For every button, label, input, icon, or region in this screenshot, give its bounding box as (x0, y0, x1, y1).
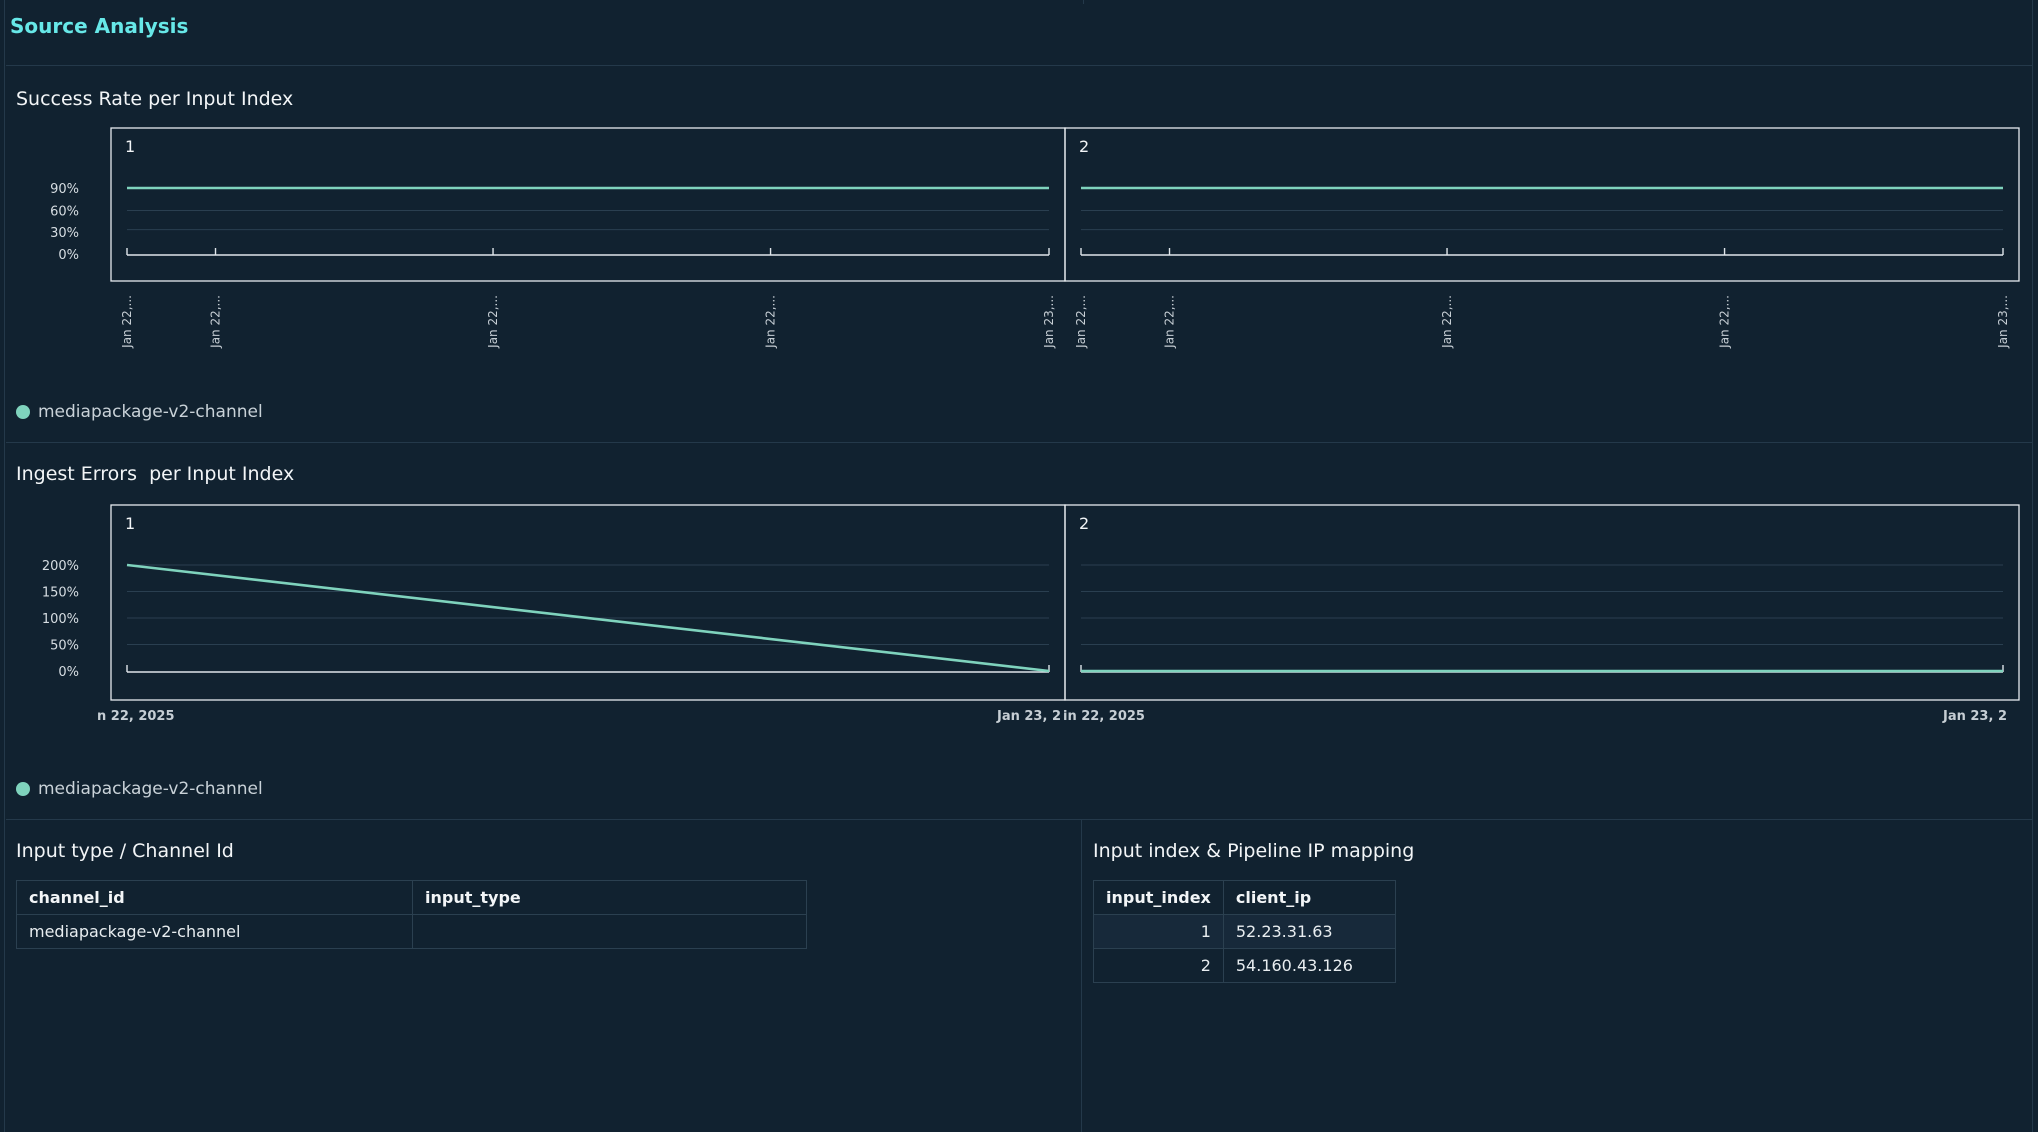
table-cell: 1 (1093, 914, 1224, 949)
ip-table-panel: Input index & Pipeline IP mapping input_… (1083, 820, 2032, 1132)
x-tick-label: n 22, 2025 (97, 709, 175, 724)
x-tick-label: Jan 23,... (1042, 295, 1056, 349)
x-tick-label: Jan 22,... (764, 295, 778, 349)
facet-frame (1064, 504, 2020, 701)
facet-frame (1064, 127, 2020, 282)
x-tick-label: Jan 22,... (486, 295, 500, 349)
x-tick-label: Jan 23,... (1996, 295, 2010, 349)
facet-frame (110, 127, 1066, 282)
top-divider (1083, 0, 1084, 4)
ingest-errors-chart: 1 n 22, 2025 Jan 23, 2 200% 150% 100% 50% 0% 2 in… (42, 504, 2020, 724)
y-tick-label: 30% (50, 226, 79, 241)
success-rate-chart: 1 Jan 22,... Jan 22,... Jan 22,... Jan 22,..… (50, 127, 2020, 349)
table-cell: 54.160.43.126 (1222, 948, 1396, 983)
y-tick-label: 150% (42, 586, 79, 601)
success-rate-legend[interactable]: mediapackage-v2-channel (16, 402, 263, 422)
success-rate-title: Success Rate per Input Index (16, 88, 294, 110)
y-tick-label: 200% (42, 559, 79, 574)
x-tick-label: Jan 22,... (120, 295, 134, 349)
channel-table: channel_id input_type mediapackage-v2-ch… (16, 880, 807, 949)
table-row: mediapackage-v2-channel (16, 914, 807, 949)
table-divider (1081, 820, 1082, 1132)
x-tick-label: Jan 22,... (1163, 295, 1177, 349)
table-cell: 2 (1093, 948, 1224, 983)
column-header-client-ip[interactable]: client_ip (1222, 880, 1396, 915)
facet-frame (110, 504, 1066, 701)
channel-table-title: Input type / Channel Id (16, 840, 234, 862)
y-tick-label: 0% (58, 248, 79, 263)
y-tick-label: 50% (50, 639, 79, 654)
table-row: 2 54.160.43.126 (1093, 948, 1396, 983)
x-tick-label: in 22, 2025 (1063, 709, 1145, 724)
y-tick-label: 60% (50, 204, 79, 219)
x-tick-label: Jan 22,... (1718, 295, 1732, 349)
ip-table-title: Input index & Pipeline IP mapping (1093, 840, 1415, 862)
y-tick-label: 0% (58, 665, 79, 680)
table-cell: mediapackage-v2-channel (16, 914, 413, 949)
frame-left-border (4, 0, 5, 1132)
series-line (126, 563, 1050, 673)
ingest-errors-panel: Ingest Errors per Input Index 1 n 22, 202… (6, 443, 2032, 820)
facet-label: 2 (1079, 514, 1089, 533)
column-header-input-index[interactable]: input_index (1093, 880, 1224, 915)
frame-right-border (2032, 0, 2033, 1132)
table-cell (412, 914, 807, 949)
legend-label: mediapackage-v2-channel (38, 402, 263, 422)
x-tick-label: Jan 23, 2 (996, 709, 1061, 724)
column-header-channel-id[interactable]: channel_id (16, 880, 413, 915)
column-header-input-type[interactable]: input_type (412, 880, 807, 915)
legend-dot-icon (16, 405, 30, 419)
ingest-errors-legend[interactable]: mediapackage-v2-channel (16, 779, 263, 799)
x-tick-label: Jan 23, 2 (1942, 709, 2007, 724)
legend-dot-icon (16, 782, 30, 796)
section-title: Source Analysis (10, 14, 189, 38)
x-tick-label: Jan 22,... (209, 295, 223, 349)
section-header[interactable]: Source Analysis (6, 4, 2032, 66)
ingest-errors-title: Ingest Errors per Input Index (16, 463, 295, 485)
facet-label: 1 (125, 137, 135, 156)
facet-label: 1 (125, 514, 135, 533)
y-tick-label: 100% (42, 612, 79, 627)
table-cell: 52.23.31.63 (1222, 914, 1396, 949)
y-tick-label: 90% (50, 182, 79, 197)
table-row: 1 52.23.31.63 (1093, 914, 1396, 949)
success-rate-panel: Success Rate per Input Index 1 Jan 22,...… (6, 66, 2032, 443)
facet-label: 2 (1079, 137, 1089, 156)
x-tick-label: Jan 22,... (1074, 295, 1088, 349)
legend-label: mediapackage-v2-channel (38, 779, 263, 799)
channel-table-panel: Input type / Channel Id channel_id input… (6, 820, 1081, 1132)
x-tick-label: Jan 22,... (1440, 295, 1454, 349)
ip-mapping-table: input_index client_ip 1 52.23.31.63 2 54… (1093, 880, 1396, 983)
